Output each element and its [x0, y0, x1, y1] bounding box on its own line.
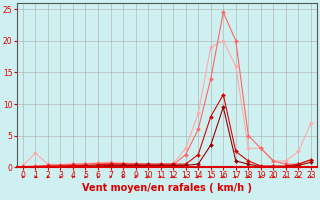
X-axis label: Vent moyen/en rafales ( km/h ): Vent moyen/en rafales ( km/h ): [82, 183, 252, 193]
